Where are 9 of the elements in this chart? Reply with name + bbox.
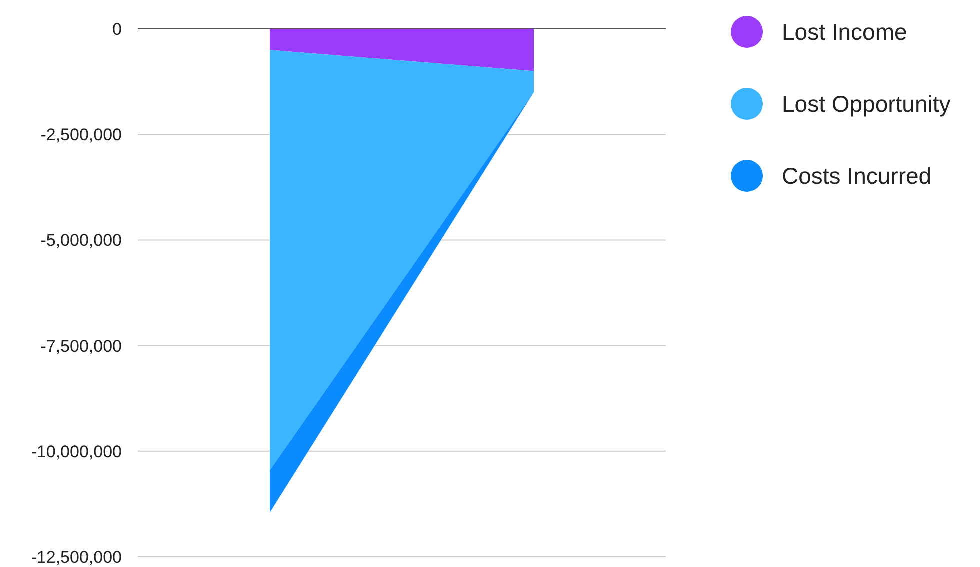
legend-label: Lost Income: [782, 19, 908, 46]
y-tick-label: -12,500,000: [31, 548, 122, 567]
y-tick-label: -5,000,000: [40, 231, 122, 250]
y-tick-label: 0: [112, 20, 122, 39]
y-tick-label: -7,500,000: [40, 336, 122, 356]
legend-label: Costs Incurred: [782, 163, 932, 190]
y-tick-label: -10,000,000: [31, 442, 122, 462]
legend-label: Lost Opportunity: [782, 91, 952, 118]
y-tick-label: -2,500,000: [40, 126, 122, 145]
